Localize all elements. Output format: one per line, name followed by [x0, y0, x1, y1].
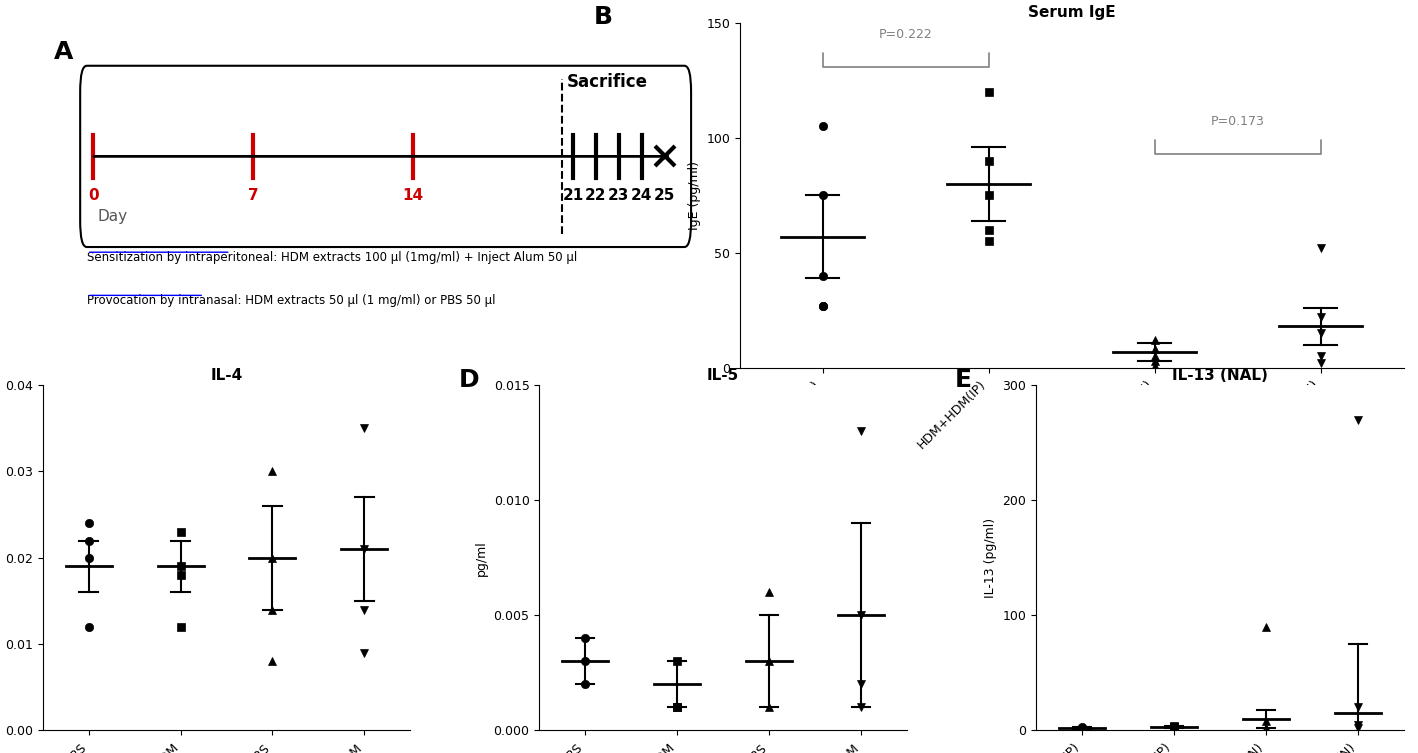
Text: B: B: [594, 5, 613, 29]
Y-axis label: IL-13 (pg/ml): IL-13 (pg/ml): [984, 518, 997, 598]
Text: Day: Day: [98, 209, 128, 224]
Title: Serum IgE: Serum IgE: [1028, 5, 1116, 20]
Title: IL-5: IL-5: [708, 367, 739, 383]
Text: 24: 24: [631, 187, 652, 203]
Title: IL-4: IL-4: [210, 367, 242, 383]
Text: 22: 22: [586, 187, 607, 203]
Y-axis label: IgE (pg/ml): IgE (pg/ml): [688, 160, 700, 230]
Title: IL-13 (NAL): IL-13 (NAL): [1171, 367, 1268, 383]
Y-axis label: pg/ml: pg/ml: [475, 540, 488, 575]
Text: P=0.222: P=0.222: [879, 28, 933, 41]
Text: A: A: [54, 40, 72, 64]
Text: D: D: [458, 368, 479, 392]
Text: P=0.173: P=0.173: [1211, 115, 1265, 129]
Text: 14: 14: [403, 187, 424, 203]
Text: 21: 21: [563, 187, 584, 203]
Text: 25: 25: [654, 187, 675, 203]
Text: 23: 23: [608, 187, 630, 203]
Text: Sacrifice: Sacrifice: [566, 73, 648, 91]
Text: 7: 7: [248, 187, 258, 203]
Text: 0: 0: [88, 187, 99, 203]
Text: Provocation by intranasal: HDM extracts 50 μl (1 mg/ml) or PBS 50 μl: Provocation by intranasal: HDM extracts …: [86, 294, 495, 307]
FancyBboxPatch shape: [81, 66, 691, 247]
Text: Sensitization by intraperitoneal: HDM extracts 100 μl (1mg/ml) + Inject Alum 50 : Sensitization by intraperitoneal: HDM ex…: [86, 252, 577, 264]
Text: E: E: [954, 368, 971, 392]
